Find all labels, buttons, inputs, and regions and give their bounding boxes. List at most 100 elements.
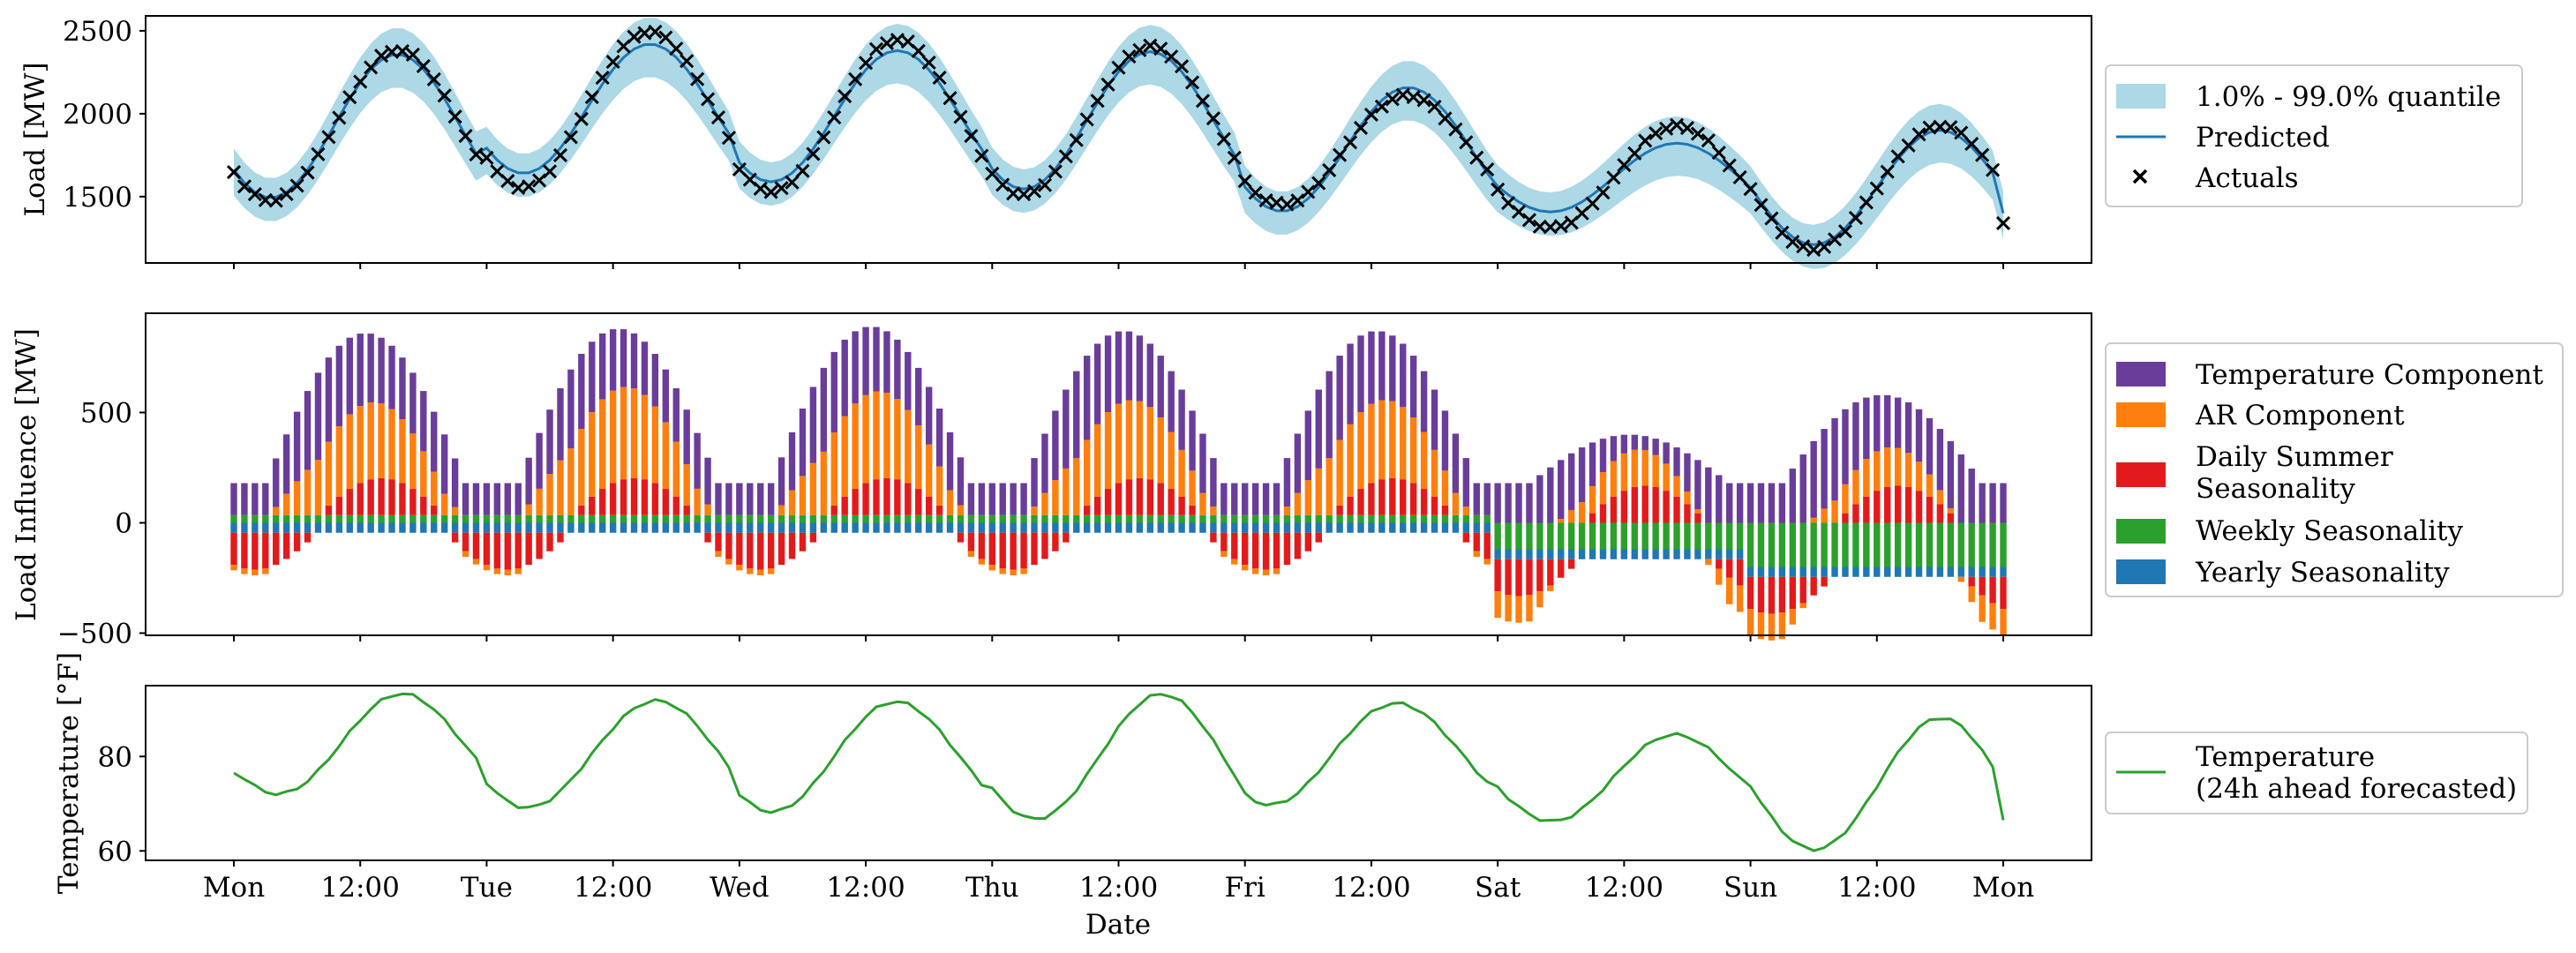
- yearly-bar: [999, 522, 1006, 533]
- actual-point: [237, 179, 252, 194]
- weekly-bar: [1894, 522, 1902, 567]
- legend-label-predicted: Predicted: [2196, 122, 2330, 154]
- daily-summer-bar: [1894, 485, 1902, 523]
- temperature-bar: [346, 337, 353, 415]
- load-legend-box: [2105, 64, 2523, 207]
- weekly-bar: [1968, 522, 1975, 567]
- actual-point: [868, 41, 884, 56]
- temperature-bar: [1558, 460, 1565, 519]
- legend-swatch-weekly: [2116, 519, 2166, 544]
- ar-bar: [1083, 439, 1091, 506]
- daily-summer-bar: [767, 532, 775, 569]
- daily-summer-bar: [1304, 532, 1312, 552]
- predicted-series: [232, 43, 2005, 246]
- daily-summer-bar: [1789, 576, 1797, 610]
- temperature-bar: [915, 367, 922, 426]
- daily-summer-bar: [1652, 486, 1659, 523]
- y-tick-label: 2000: [63, 99, 132, 131]
- weekly-bar: [830, 514, 837, 523]
- actual-point: [1890, 149, 1905, 164]
- weekly-bar: [946, 514, 954, 523]
- ar-bar: [1157, 417, 1164, 484]
- weekly-bar: [736, 514, 743, 523]
- daily-summer-bar: [367, 479, 374, 515]
- y-tick-label: 1500: [63, 182, 132, 214]
- weekly-bar: [514, 514, 522, 523]
- daily-summer-bar: [1136, 477, 1144, 515]
- yearly-bar: [683, 522, 690, 533]
- yearly-bar: [1789, 567, 1797, 577]
- temperature-bar: [1473, 483, 1480, 515]
- yearly-bar: [830, 522, 837, 533]
- yearly-bar: [1283, 522, 1291, 533]
- actual-point: [605, 55, 620, 70]
- temperature-bar: [1168, 371, 1175, 432]
- ar-bar: [1515, 596, 1522, 623]
- weekly-bar: [757, 514, 764, 523]
- actual-point: [584, 89, 599, 105]
- ar-bar: [662, 422, 670, 490]
- temperature-bar: [1431, 389, 1438, 450]
- temperature-bar: [409, 372, 417, 434]
- temperature-bar: [1936, 429, 1944, 491]
- temperature-bar: [1441, 410, 1449, 471]
- daily-summer-bar: [282, 532, 290, 559]
- actual-point: [943, 91, 958, 106]
- daily-summer-bar: [346, 489, 353, 515]
- weekly-bar: [1757, 522, 1765, 567]
- yearly-bar: [672, 522, 680, 533]
- ar-bar: [525, 504, 532, 515]
- daily-summer-bar: [1842, 513, 1849, 523]
- ar-bar: [1189, 470, 1196, 506]
- yearly-bar: [1726, 549, 1733, 559]
- actual-point: [827, 110, 842, 125]
- weekly-bar: [725, 514, 732, 523]
- actual-point: [1363, 107, 1378, 123]
- ar-bar: [1199, 492, 1206, 515]
- temperature-bar: [1073, 371, 1080, 459]
- ar-bar: [1705, 559, 1712, 566]
- yearly-bar: [620, 522, 627, 533]
- daily-summer-bar: [1368, 483, 1375, 515]
- weekly-bar: [1231, 514, 1238, 523]
- weekly-bar: [409, 514, 417, 523]
- actual-point: [1227, 150, 1242, 165]
- daily-summer-bar: [1768, 576, 1776, 614]
- daily-summer-bar: [589, 496, 596, 515]
- yearly-bar: [1431, 522, 1438, 533]
- daily-summer-bar: [641, 479, 649, 515]
- yearly-bar: [1378, 522, 1386, 533]
- daily-summer-bar: [1020, 532, 1027, 569]
- yearly-bar: [1926, 567, 1934, 577]
- yearly-bar: [1567, 549, 1575, 559]
- temperature-bar: [1599, 439, 1607, 473]
- daily-summer-bar: [1010, 532, 1017, 570]
- weekly-bar: [1220, 514, 1228, 523]
- temperature-bar: [1146, 343, 1154, 408]
- ar-bar: [957, 505, 965, 515]
- temperature-bar: [514, 483, 522, 515]
- ar-bar: [736, 565, 743, 571]
- actual-point: [1933, 119, 1948, 134]
- yearly-bar: [230, 522, 237, 533]
- components-legend: Temperature Component AR Component Daily…: [2105, 342, 2564, 597]
- daily-summer-bar: [1104, 489, 1112, 515]
- actual-point: [1627, 146, 1642, 161]
- yearly-bar: [1168, 522, 1175, 533]
- ar-bar: [1768, 613, 1776, 641]
- weekly-bar: [1020, 514, 1027, 523]
- ar-bar: [262, 568, 269, 574]
- temperature-bar: [1641, 436, 1648, 451]
- weekly-bar: [1483, 514, 1491, 523]
- yearly-bar: [2000, 567, 2007, 577]
- actual-point: [1711, 145, 1726, 161]
- weekly-bar: [651, 514, 659, 523]
- daily-summer-bar: [1125, 479, 1133, 515]
- yearly-bar: [747, 522, 754, 533]
- actual-point: [1438, 111, 1453, 126]
- yearly-bar: [1641, 549, 1648, 559]
- weekly-bar: [1368, 514, 1375, 523]
- actual-point: [1817, 239, 1832, 254]
- temperature-bar: [1104, 335, 1112, 412]
- actual-point: [1132, 42, 1147, 57]
